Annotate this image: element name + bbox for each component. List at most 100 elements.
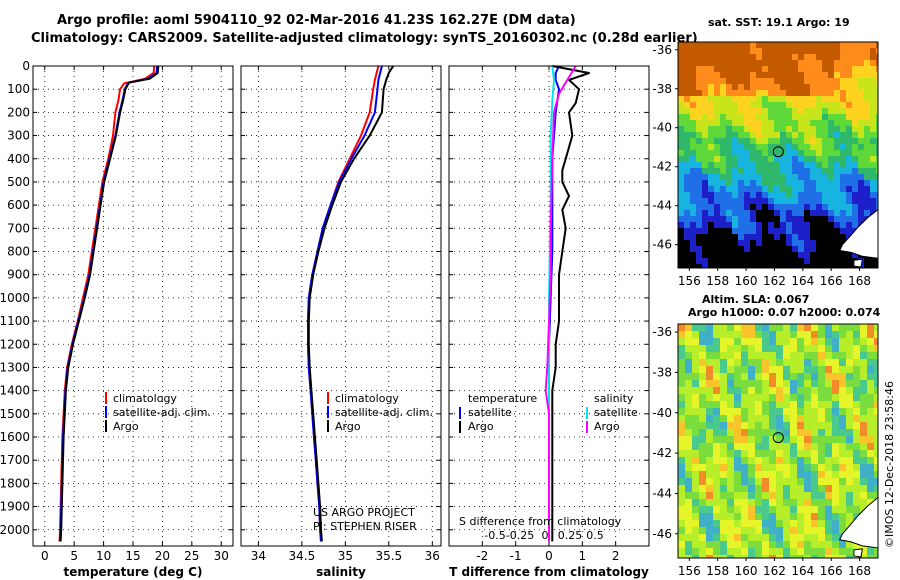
map-cell — [774, 66, 780, 72]
map-cell — [810, 234, 816, 240]
map-cell — [804, 513, 811, 520]
map-cell — [756, 96, 762, 102]
map-cell — [828, 216, 834, 222]
map-cell — [811, 499, 818, 506]
map-cell — [727, 506, 734, 513]
map-cell — [783, 443, 790, 450]
map-cell — [762, 192, 768, 198]
map-cell — [846, 186, 852, 192]
map-cell — [839, 485, 846, 492]
map-cell — [804, 422, 811, 429]
map-cell — [798, 252, 804, 258]
map-cell — [816, 54, 822, 60]
map-cell — [714, 90, 720, 96]
map-cell — [738, 156, 744, 162]
map-cell — [774, 126, 780, 132]
map-cell — [755, 331, 762, 338]
map-cell — [804, 132, 810, 138]
map-cell — [786, 180, 792, 186]
map-cell — [738, 120, 744, 126]
map-cell — [738, 258, 744, 264]
map-cell — [804, 394, 811, 401]
map-cell — [798, 204, 804, 210]
map-cell — [762, 541, 769, 548]
map-cell — [804, 436, 811, 443]
map-cell — [853, 513, 860, 520]
map-cell — [769, 457, 776, 464]
map-cell — [804, 114, 810, 120]
map-cell — [714, 108, 720, 114]
map-cell — [714, 42, 720, 48]
map-cell — [832, 492, 839, 499]
map-cell — [734, 450, 741, 457]
map-cell — [783, 366, 790, 373]
map-cell — [776, 464, 783, 471]
map-cell — [846, 120, 852, 126]
map-cell — [864, 54, 870, 60]
map-cell — [876, 72, 878, 78]
map-cell — [720, 338, 727, 345]
map-cell — [798, 150, 804, 156]
map-cell — [811, 443, 818, 450]
map-cell — [860, 471, 867, 478]
map-cell — [678, 180, 684, 186]
map-cell — [738, 84, 744, 90]
map-cell — [858, 210, 864, 216]
map-cell — [774, 222, 780, 228]
map-cell — [678, 366, 685, 373]
map-cell — [776, 401, 783, 408]
map-cell — [744, 198, 750, 204]
map-cell — [741, 555, 748, 558]
map-cell — [714, 168, 720, 174]
map-cell — [762, 485, 769, 492]
map-cell — [748, 331, 755, 338]
map-cell — [853, 429, 860, 436]
map-cell — [713, 450, 720, 457]
map-cell — [702, 156, 708, 162]
map-cell — [864, 114, 870, 120]
map-cell — [834, 54, 840, 60]
map-cell — [804, 84, 810, 90]
map-cell — [678, 443, 685, 450]
map-cell — [684, 132, 690, 138]
map-cell — [732, 138, 738, 144]
map-cell — [874, 555, 878, 558]
map-cell — [774, 42, 780, 48]
map-cell — [852, 90, 858, 96]
map-cell — [839, 443, 846, 450]
map-cell — [720, 394, 727, 401]
map-cell — [738, 72, 744, 78]
map-cell — [690, 162, 696, 168]
map-cell — [822, 264, 828, 268]
map-cell — [874, 366, 878, 373]
map-cell — [720, 415, 727, 422]
map-cell — [774, 102, 780, 108]
map-cell — [834, 132, 840, 138]
map-cell — [786, 132, 792, 138]
map-cell — [706, 485, 713, 492]
map-cell — [798, 48, 804, 54]
map-cell — [769, 401, 776, 408]
lat-tick-label: -38 — [652, 365, 672, 379]
map-cell — [846, 415, 853, 422]
map-cell — [768, 228, 774, 234]
map-cell — [738, 108, 744, 114]
legend-temp-argo-label: Argo — [468, 420, 494, 433]
map-cell — [750, 138, 756, 144]
map-cell — [756, 234, 762, 240]
map-cell — [804, 324, 811, 331]
lon-tick-label: 164 — [791, 564, 814, 578]
map-cell — [726, 72, 732, 78]
map-cell — [696, 84, 702, 90]
map-cell — [804, 492, 811, 499]
map-cell — [825, 485, 832, 492]
map-cell — [860, 478, 867, 485]
map-cell — [727, 471, 734, 478]
map-cell — [762, 555, 769, 558]
map-cell — [732, 216, 738, 222]
map-cell — [727, 401, 734, 408]
map-cell — [832, 324, 839, 331]
map-cell — [811, 555, 818, 558]
map-cell — [720, 102, 726, 108]
map-cell — [804, 534, 811, 541]
